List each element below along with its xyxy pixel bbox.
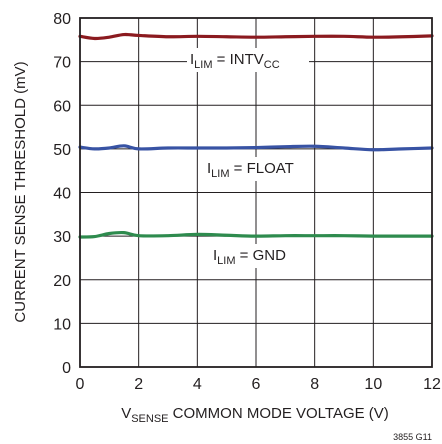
- y-tick-label: 20: [53, 273, 71, 290]
- series-labels: ILIM = INTVCC ILIM = FLOAT ILIM = GND: [187, 48, 309, 268]
- figure-id: 3855 G11: [393, 432, 432, 442]
- series-label-backing: [210, 244, 296, 268]
- y-tick-label: 80: [53, 11, 71, 28]
- y-tick-label: 70: [53, 55, 71, 72]
- plot-frame: [79, 17, 433, 368]
- y-tick-label: 60: [53, 98, 71, 115]
- x-tick-label: 6: [252, 376, 261, 393]
- x-axis-title: VSENSE COMMON MODE VOLTAGE (V): [121, 405, 389, 425]
- x-tick-label: 12: [423, 376, 441, 393]
- x-tick-label: 2: [134, 376, 143, 393]
- series-label-backing: [204, 157, 302, 181]
- y-axis-title: CURRENT SENSE THRESHOLD (mV): [12, 61, 29, 322]
- series-label-backing: [187, 48, 309, 72]
- y-tick-label: 10: [53, 316, 71, 333]
- x-tick-label: 10: [364, 376, 382, 393]
- y-tick-label: 40: [53, 186, 71, 203]
- series-label-gnd: ILIM = GND: [213, 247, 286, 267]
- series-label-float: ILIM = FLOAT: [207, 160, 294, 180]
- series-layer: [78, 32, 434, 239]
- y-tick-label: 50: [53, 142, 71, 159]
- x-tick-labels: 0 2 4 6 8 10 12: [76, 376, 441, 393]
- x-tick-label: 4: [193, 376, 202, 393]
- x-tick-label: 8: [310, 376, 319, 393]
- x-tick-label: 0: [76, 376, 85, 393]
- series-label-intvcc: ILIM = INTVCC: [190, 51, 280, 71]
- series-line-float: [78, 144, 434, 152]
- y-tick-label: 30: [53, 229, 71, 246]
- series-line-gnd: [78, 230, 434, 239]
- series-line-intvcc: [78, 32, 434, 41]
- y-tick-label: 0: [62, 360, 71, 377]
- y-tick-labels: 0 10 20 30 40 50 60 70 80: [53, 11, 71, 377]
